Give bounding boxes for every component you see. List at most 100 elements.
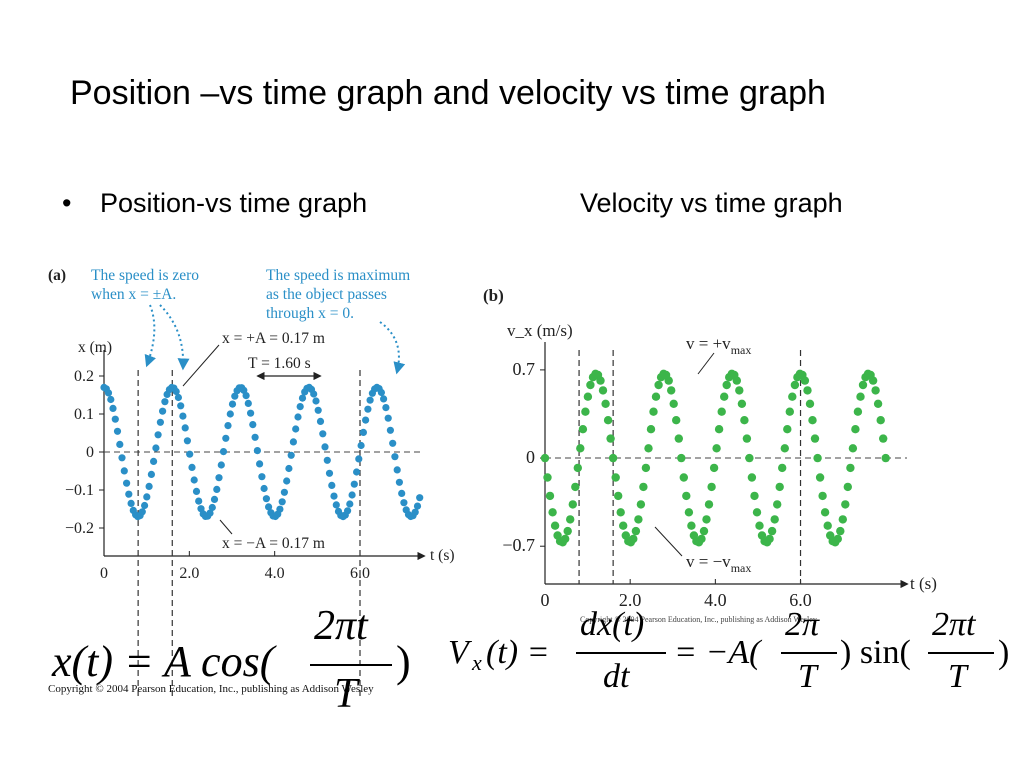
b-data-point [636,500,646,509]
vel-eq-dden: dt [603,658,630,695]
note-speed-zero-line2: when x = ±A. [91,286,176,303]
arrow-speed-zero-b [159,304,190,371]
b-data-point [720,392,729,401]
a-data-point [179,412,187,420]
b-data-point [765,534,774,544]
b-data-point [717,407,726,416]
b-data-point [576,444,585,453]
b-data-point [707,482,716,492]
a-data-point [260,484,268,493]
b-data-point [639,482,648,492]
b-data-point [543,473,552,482]
a-ytick-label: 0 [86,444,94,461]
a-data-point [389,439,397,447]
bullet: • [62,188,72,218]
a-data-point [208,503,216,512]
b-data-point [699,526,709,536]
velocity-heading: Velocity vs time graph [580,188,843,218]
a-data-point [325,469,334,477]
b-data-point [838,515,847,524]
b-data-point [649,407,658,416]
b-data-point [785,407,794,416]
a-data-point [156,418,164,426]
b-data-point [631,526,641,536]
b-data-point [566,515,575,524]
vel-eq-arg: (t) = [486,634,550,671]
a-data-point [174,393,182,402]
b-data-point [853,407,863,416]
b-data-point [598,386,608,395]
b-data-point [790,380,800,390]
position-heading-text: Position-vs time graph [100,188,368,218]
b-data-point [745,453,754,463]
pos-eq-bar [310,664,392,666]
a-xtick-label: 4.0 [265,565,285,582]
b-data-point [682,491,691,501]
a-data-point [321,443,329,451]
a-data-point [393,466,401,474]
a-data-point [382,404,390,412]
b-data-point [873,399,883,408]
position-equation: x(t) = A cos( 2πt T ) [52,603,432,732]
a-data-point [190,476,198,484]
b-data-point [578,425,588,434]
vmin-main: v = −v [686,552,731,571]
velocity-chart: (b) v_x (m/s) t (s) v = +vmax v = −vmax … [483,286,937,624]
a-data-point [357,441,365,450]
a-data-point [292,425,300,433]
b-data-point [780,444,789,453]
b-data-point [843,482,852,492]
b-data-point [684,508,694,517]
a-data-point [183,437,191,445]
vel-eq-fden: T [798,658,817,695]
b-xtick-label: 0 [541,590,550,610]
note-speed-zero-line1: The speed is zero [91,267,199,284]
panel-a-tag: (a) [48,267,66,284]
pos-eq-close: ) [396,637,411,686]
a-dots [100,383,424,521]
b-data-point [573,463,582,473]
a-xtick-label: 2.0 [179,565,199,582]
b-data-point [735,386,744,395]
b-data-point [836,526,845,536]
b-data-point [805,399,815,408]
vmax-sub: max [731,343,752,357]
a-data-point [316,417,325,425]
position-heading: • Position-vs time graph [62,188,367,219]
b-data-point [770,515,779,524]
pos-eq-den: T [334,671,358,717]
a-copyright: Copyright © 2004 Pearson Education, Inc.… [48,683,374,695]
a-data-point [366,396,374,404]
b-data-point [644,444,653,453]
a-data-point [141,501,149,510]
a-data-point [242,392,250,400]
b-data-point [876,416,885,425]
a-data-point [323,456,331,464]
position-chart: (a) The speed is zero when x = ±A. The s… [48,267,455,700]
b-data-point [788,392,797,401]
a-data-point [348,491,356,499]
b-data-point [651,392,661,401]
b-data-point [820,508,830,517]
a-data-point [127,499,135,507]
a-data-point [314,406,322,414]
vel-eq-close: ) [998,634,1010,671]
a-data-point [138,508,146,516]
b-data-point [815,473,825,482]
b-data-point [545,491,555,501]
pos-eq-lhs: x(t) = A cos( [52,637,275,686]
vel-eq-sbar [928,652,994,654]
a-data-point [280,488,288,496]
a-data-point [145,482,153,490]
vel-eq-dnum: dx(t) [580,606,645,643]
b-data-point [752,508,762,517]
note-speed-max-line1: The speed is maximum [266,267,410,284]
b-data-point [740,416,749,425]
b-data-point [848,444,858,453]
b-data-point [823,521,832,530]
b-xtick-label: 2.0 [619,590,642,610]
amp-min-leader [219,519,233,535]
b-data-point [568,500,577,509]
b-data-point [813,453,822,463]
amp-max-label: x = +A = 0.17 m [222,330,325,347]
